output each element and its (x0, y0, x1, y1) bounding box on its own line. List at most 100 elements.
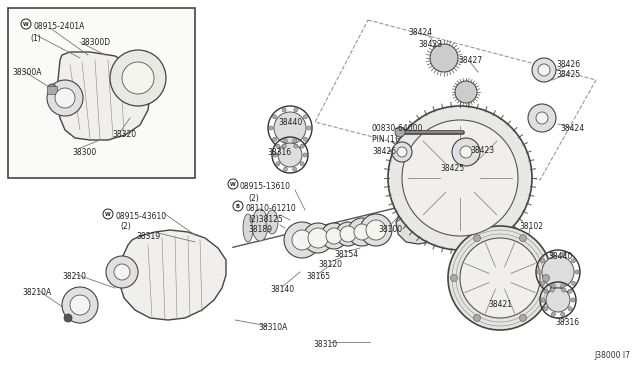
Circle shape (106, 256, 138, 288)
Circle shape (348, 218, 376, 246)
Circle shape (64, 314, 72, 322)
Circle shape (520, 235, 527, 242)
Circle shape (292, 230, 312, 250)
Circle shape (21, 19, 31, 29)
Circle shape (448, 226, 552, 330)
Text: 38210A: 38210A (22, 288, 51, 297)
Text: PIN (1): PIN (1) (372, 135, 397, 144)
Text: (2): (2) (120, 222, 131, 231)
Circle shape (62, 287, 98, 323)
Circle shape (233, 201, 243, 211)
Circle shape (452, 138, 480, 166)
Circle shape (532, 58, 556, 82)
Circle shape (537, 270, 541, 274)
Circle shape (538, 64, 550, 76)
Circle shape (282, 108, 286, 112)
Circle shape (546, 288, 570, 312)
Text: 38425: 38425 (556, 70, 580, 79)
Circle shape (571, 298, 575, 302)
Text: 38424: 38424 (560, 124, 584, 133)
Circle shape (284, 167, 287, 171)
Text: (2): (2) (248, 194, 259, 203)
Circle shape (550, 288, 554, 292)
Text: 38426: 38426 (372, 147, 396, 156)
Circle shape (528, 104, 556, 132)
Circle shape (430, 44, 458, 72)
Circle shape (303, 137, 307, 141)
Text: W: W (23, 22, 29, 26)
Text: 08915-43610: 08915-43610 (115, 212, 166, 221)
Circle shape (544, 289, 548, 293)
Circle shape (273, 153, 277, 157)
Circle shape (366, 220, 386, 240)
Bar (8, 8, 195, 178)
Circle shape (451, 275, 458, 282)
Circle shape (321, 223, 347, 249)
Circle shape (103, 209, 113, 219)
Circle shape (48, 84, 56, 92)
Circle shape (110, 50, 166, 106)
Text: 38421: 38421 (488, 300, 512, 309)
Circle shape (282, 144, 286, 148)
Text: 38310: 38310 (313, 340, 337, 349)
Polygon shape (120, 230, 226, 320)
Polygon shape (47, 86, 57, 94)
Circle shape (520, 314, 527, 321)
Circle shape (360, 214, 392, 246)
Circle shape (354, 224, 370, 240)
Text: 38189: 38189 (248, 225, 272, 234)
Circle shape (273, 137, 276, 141)
Circle shape (284, 139, 287, 143)
Circle shape (572, 281, 575, 285)
Text: 38120: 38120 (318, 260, 342, 269)
Text: 38426: 38426 (556, 60, 580, 69)
Circle shape (572, 259, 575, 263)
Circle shape (122, 62, 154, 94)
Circle shape (474, 235, 481, 242)
Ellipse shape (243, 214, 253, 242)
Text: W: W (105, 212, 111, 217)
Text: 38424: 38424 (408, 28, 432, 37)
Circle shape (575, 270, 579, 274)
Circle shape (269, 126, 273, 130)
Circle shape (562, 288, 566, 292)
Text: 38300: 38300 (72, 148, 96, 157)
Text: 38320: 38320 (112, 130, 136, 139)
Circle shape (397, 147, 407, 157)
Circle shape (541, 259, 545, 263)
Circle shape (460, 146, 472, 158)
Text: 38423: 38423 (418, 40, 442, 49)
Text: 38425: 38425 (440, 164, 464, 173)
Text: 08915-13610: 08915-13610 (240, 182, 291, 191)
Circle shape (276, 144, 280, 148)
Circle shape (388, 106, 532, 250)
Circle shape (395, 127, 405, 137)
Circle shape (541, 281, 545, 285)
Circle shape (284, 222, 320, 258)
Circle shape (308, 228, 328, 248)
Circle shape (544, 307, 548, 311)
Text: 00830-64000: 00830-64000 (372, 124, 424, 133)
Text: 38316: 38316 (267, 148, 291, 157)
Circle shape (274, 112, 306, 144)
Circle shape (340, 226, 356, 242)
Circle shape (228, 179, 238, 189)
Text: B: B (236, 203, 240, 208)
Text: 38154: 38154 (334, 250, 358, 259)
Circle shape (551, 283, 556, 288)
Text: 38440: 38440 (278, 118, 302, 127)
Text: 08915-2401A: 08915-2401A (33, 22, 84, 31)
Circle shape (455, 81, 477, 103)
Text: 38310A: 38310A (258, 323, 287, 332)
Circle shape (460, 238, 540, 318)
Text: (1): (1) (30, 34, 41, 43)
Circle shape (114, 264, 130, 280)
Circle shape (276, 162, 280, 166)
Text: 38440: 38440 (548, 252, 572, 261)
Circle shape (303, 115, 307, 119)
Circle shape (294, 108, 298, 112)
Circle shape (542, 256, 574, 288)
Text: 38319: 38319 (136, 232, 160, 241)
Text: 38165: 38165 (306, 272, 330, 281)
Text: 38210: 38210 (62, 272, 86, 281)
